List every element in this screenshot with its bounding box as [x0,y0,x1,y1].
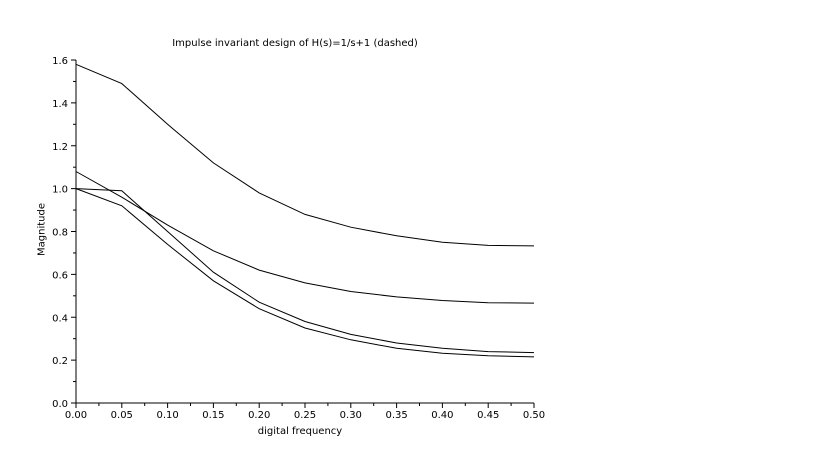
series-line-1 [75,63,535,247]
y-axis-ticks: 0.0 0.2 0.4 0.6 0.8 1.0 1.2 1.4 1.6 [52,56,76,410]
y-tick-label: 0.8 [52,228,68,239]
x-axis-ticks: 0.00 0.05 0.10 0.15 0.20 0.25 0.30 0.35 0.40 0.45… [65,403,545,421]
y-tick-label: 0.6 [52,270,68,281]
y-axis-label: Magnitude [36,203,48,256]
x-tick-label: 0.30 [340,410,362,421]
x-tick-label: 0.05 [111,410,133,421]
y-tick-label: 0.2 [52,356,68,367]
x-tick-label: 0.10 [156,410,178,421]
y-tick-label: 0.0 [52,399,68,410]
y-tick-label: 1.2 [52,142,68,153]
x-tick-label: 0.15 [202,410,224,421]
series-line-3 [75,188,535,354]
x-tick-label: 0.00 [65,410,87,421]
y-tick-label: 0.4 [52,313,68,324]
series-lines [75,63,535,358]
y-tick-label: 1.0 [52,185,68,196]
x-tick-label: 0.45 [477,410,499,421]
y-tick-label: 1.4 [52,99,68,110]
x-tick-label: 0.40 [431,410,453,421]
x-tick-label: 0.35 [385,410,407,421]
x-tick-label: 0.25 [294,410,316,421]
chart-title: Impulse invariant design of H(s)=1/s+1 (… [172,38,418,49]
axes [75,60,534,404]
x-tick-label: 0.50 [523,410,545,421]
series-line-2 [75,171,535,304]
x-axis-label: digital frequency [257,426,343,437]
y-tick-label: 1.6 [52,56,68,67]
series-line-4 [75,188,535,358]
x-tick-label: 0.20 [248,410,270,421]
